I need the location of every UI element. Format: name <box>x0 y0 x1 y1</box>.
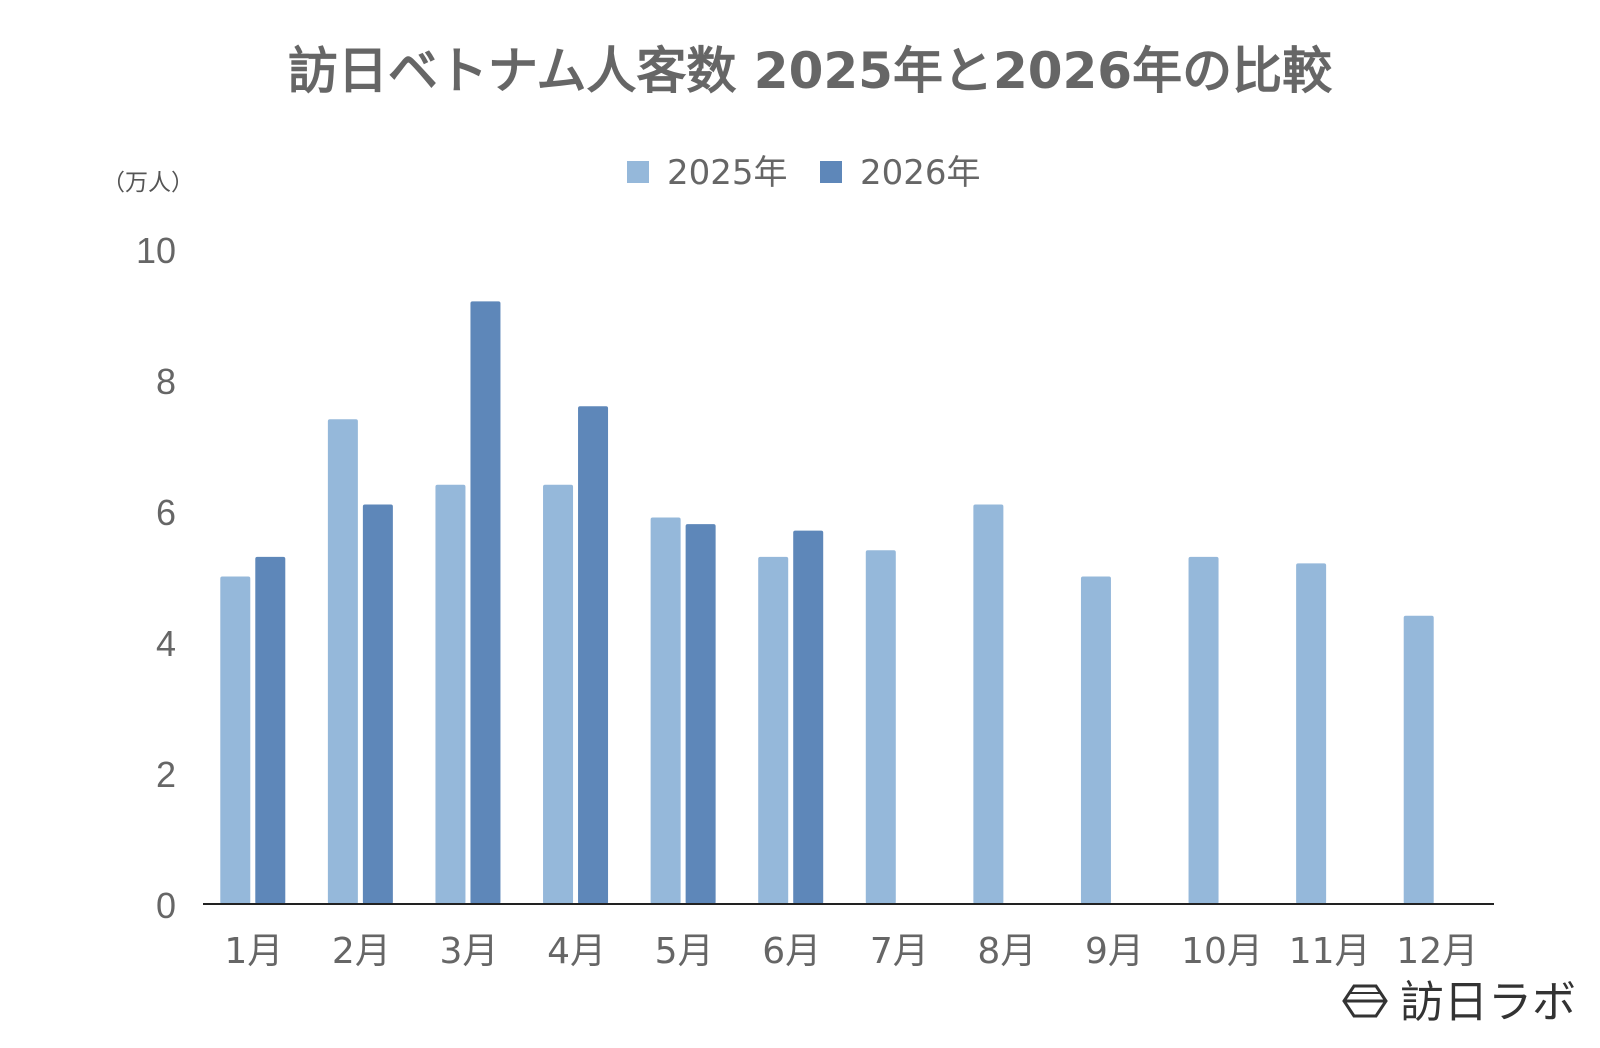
bar-series1-4 <box>543 484 574 904</box>
y-tick-label: 10 <box>136 230 176 271</box>
bar-series1-8 <box>973 504 1004 904</box>
x-tick-label: 12月 <box>1396 931 1478 972</box>
y-tick-label: 6 <box>156 492 176 533</box>
bar-series2-4 <box>578 406 609 904</box>
x-tick-label: 8月 <box>977 931 1036 972</box>
x-tick-label: 7月 <box>870 931 929 972</box>
bar-series2-5 <box>685 524 716 904</box>
legend-swatch <box>627 161 649 183</box>
bar-series1-10 <box>1188 556 1219 904</box>
bar-series2-3 <box>470 301 501 904</box>
x-tick-label: 11月 <box>1289 931 1371 972</box>
x-tick-label: 1月 <box>224 931 283 972</box>
hexagon-logo-icon <box>1342 984 1388 1018</box>
x-tick-label: 9月 <box>1085 931 1144 972</box>
bar-series1-2 <box>327 419 358 904</box>
brand-logo: 訪日ラボ <box>1342 977 1576 1028</box>
x-axis-ticks: 1月 2月 3月 4月 5月 6月 7月 8月 9月 10月 11月 12月 <box>224 931 1478 972</box>
bar-series2-1 <box>255 556 286 904</box>
x-tick-label: 5月 <box>655 931 714 972</box>
chart-title: 訪日ベトナム人客数 2025年と2026年の比較 <box>288 42 1333 100</box>
x-tick-label: 10月 <box>1181 931 1263 972</box>
legend-label: 2026年 <box>860 153 981 193</box>
y-tick-label: 0 <box>156 885 176 926</box>
bar-series1-12 <box>1403 615 1434 904</box>
bar-series1-6 <box>758 556 789 904</box>
y-tick-label: 4 <box>156 623 176 664</box>
legend-swatch <box>820 161 842 183</box>
x-tick-label: 4月 <box>547 931 606 972</box>
y-axis-ticks: 0 2 4 6 8 10 <box>136 230 176 926</box>
bar-series1-7 <box>865 550 896 904</box>
bar-series1-9 <box>1080 576 1111 904</box>
y-tick-label: 8 <box>156 361 176 402</box>
x-tick-label: 2月 <box>332 931 391 972</box>
x-tick-label: 6月 <box>762 931 821 972</box>
legend-label: 2025年 <box>667 153 788 193</box>
bars <box>220 301 1434 904</box>
y-axis-unit-label: （万人） <box>102 170 194 196</box>
brand-name: 訪日ラボ <box>1400 977 1576 1028</box>
bar-series2-6 <box>793 530 824 904</box>
bar-series2-2 <box>362 504 393 904</box>
y-tick-label: 2 <box>156 754 176 795</box>
legend: 2025年 2026年 <box>627 153 981 193</box>
x-tick-label: 3月 <box>440 931 499 972</box>
bar-series1-1 <box>220 576 251 904</box>
bar-series1-11 <box>1296 563 1327 904</box>
bar-series1-5 <box>650 517 681 904</box>
bar-series1-3 <box>435 484 466 904</box>
